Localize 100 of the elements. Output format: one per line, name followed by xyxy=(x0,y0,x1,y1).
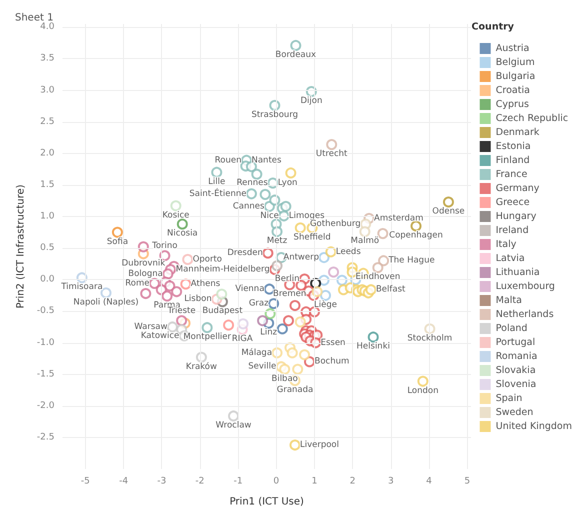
annotation: Amsterdam xyxy=(374,213,424,224)
x-tick-label: 5 xyxy=(464,476,470,486)
annotation: Odense xyxy=(432,206,465,216)
annotation: Bologna xyxy=(128,268,163,279)
y-tick-label: 0.0 xyxy=(40,274,55,285)
y-tick-label: 4.0 xyxy=(40,22,55,32)
annotation: Malmö xyxy=(350,236,380,246)
legend-label: Spain xyxy=(496,393,522,404)
annotation: Dijon xyxy=(300,96,322,106)
x-tick-label: 1 xyxy=(312,476,318,486)
x-tick-label: -2 xyxy=(195,476,204,486)
annotation: Málaga xyxy=(241,348,272,358)
annotation: Berlin xyxy=(274,274,300,284)
annotation: Limoges xyxy=(288,210,326,221)
annotation: Nicosia xyxy=(167,228,198,239)
annotation: Katowice xyxy=(140,330,180,341)
x-tick-label: -4 xyxy=(119,476,128,486)
y-tick-label: -2.0 xyxy=(36,400,55,411)
legend-label: Finland xyxy=(496,155,530,166)
y-tick-label: -2.5 xyxy=(36,432,54,442)
annotation: Bordeaux xyxy=(275,50,316,60)
annotation: Copenhagen xyxy=(389,230,443,240)
annotation: RIGA xyxy=(232,334,253,344)
y-tick-label: 3.0 xyxy=(40,85,55,96)
x-tick-label: -5 xyxy=(80,476,90,486)
annotation: Sofia xyxy=(106,236,128,247)
x-tick-label: -3 xyxy=(157,476,166,486)
annotation: Strasbourg xyxy=(251,110,298,120)
legend-label: Slovenia xyxy=(496,379,536,390)
annotation: Rome xyxy=(125,278,150,288)
y-tick-label: -0.5 xyxy=(36,306,54,316)
annotation: Bochum xyxy=(314,356,350,367)
legend-label: Sweden xyxy=(496,407,534,418)
y-tick-label: 3.5 xyxy=(40,54,54,64)
annotation: Metz xyxy=(266,236,288,246)
annotation: Leeds xyxy=(336,246,362,257)
annotation: Napoli (Naples) xyxy=(73,297,139,308)
annotation: Bilbao xyxy=(271,374,298,384)
annotation: Bremen xyxy=(273,289,306,300)
annotation: Oporto xyxy=(192,254,222,264)
legend-label: Slovakia xyxy=(496,365,536,376)
annotation: Gothenburg xyxy=(310,219,361,230)
annotation: Dresden xyxy=(227,248,263,258)
annotation: Dubrovnik xyxy=(122,258,166,268)
annotation: Lisbon xyxy=(184,294,212,304)
annotation: Granada xyxy=(276,385,314,396)
legend-label: Germany xyxy=(496,183,540,194)
legend-label: Estonia xyxy=(496,141,531,152)
x-tick-label: 2 xyxy=(350,476,356,486)
legend-label: Austria xyxy=(496,43,530,54)
annotation: Stockholm xyxy=(407,333,452,344)
y-tick-label: 0.5 xyxy=(40,243,54,254)
annotation: Mannheim-Heidelberg xyxy=(176,264,270,275)
annotation: The Hague xyxy=(388,256,435,266)
legend-label: Czech Republic xyxy=(496,113,568,124)
annotation: Nice xyxy=(260,210,279,221)
annotation: Liège xyxy=(314,300,338,310)
annotation: Rouen xyxy=(214,155,242,166)
annotation: Cannes xyxy=(232,201,265,212)
annotation: Montpellier xyxy=(183,332,232,342)
annotation: Liverpool xyxy=(300,440,339,450)
legend-label: Denmark xyxy=(496,127,540,138)
legend-label: Greece xyxy=(496,197,530,208)
legend-label: Romania xyxy=(496,351,538,362)
legend-label: Italy xyxy=(496,239,517,250)
legend-label: Ireland xyxy=(496,225,529,236)
x-tick-label: 3 xyxy=(388,476,394,486)
legend-label: Lithuania xyxy=(496,267,540,278)
legend-label: Belgium xyxy=(496,57,535,68)
annotation: Athens xyxy=(190,279,221,290)
annotation: Essen xyxy=(320,338,346,348)
annotation: Kraków xyxy=(186,362,218,372)
legend-title: Country xyxy=(472,22,515,32)
annotation: Belfast xyxy=(376,284,406,295)
annotation: Warsaw xyxy=(134,322,168,332)
annotation: Seville xyxy=(248,362,276,372)
annotation: Timisoara xyxy=(60,282,103,292)
annotation: Lille xyxy=(208,176,226,187)
y-tick-label: 2.0 xyxy=(40,148,55,158)
x-tick-label: 0 xyxy=(273,476,280,486)
y-axis-title: Prin2 (ICT Infrastructure) xyxy=(16,184,26,309)
legend-label: Croatia xyxy=(496,85,530,96)
annotation: Kosice xyxy=(162,210,190,220)
x-tick-label: -1 xyxy=(234,476,243,486)
annotation: Nantes xyxy=(251,155,282,166)
annotation: London xyxy=(407,386,438,396)
annotation: Vienna xyxy=(235,284,264,294)
legend-label: France xyxy=(496,169,528,180)
legend-label: Latvia xyxy=(496,253,525,264)
chart-title: Sheet 1 xyxy=(15,12,54,24)
legend-label: Poland xyxy=(496,323,528,334)
annotation: Trieste xyxy=(166,306,196,316)
annotation: Utrecht xyxy=(316,149,348,160)
annotation: Rennes xyxy=(236,178,268,188)
annotation: Eindhoven xyxy=(355,272,400,282)
legend-label: Portugal xyxy=(496,337,536,348)
legend-label: Netherlands xyxy=(496,309,554,320)
annotation: Sheffield xyxy=(294,232,331,242)
annotation: Budapest xyxy=(202,306,244,316)
x-tick-label: 4 xyxy=(426,476,432,486)
